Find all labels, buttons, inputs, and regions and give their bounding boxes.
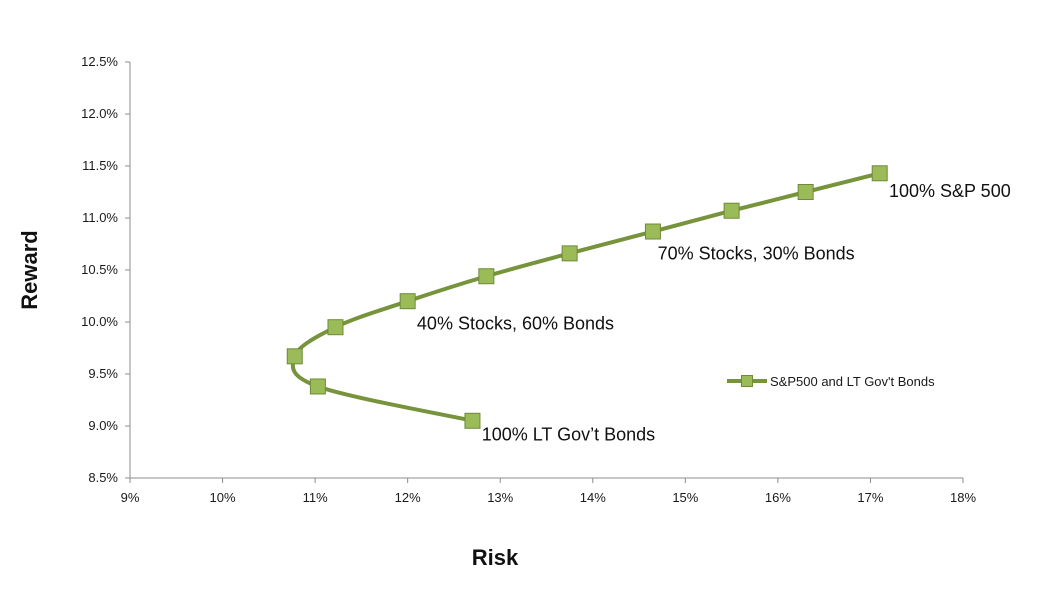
annotation-label: 100% LT Gov’t Bonds [482, 425, 655, 445]
x-tick-label: 18% [950, 490, 976, 505]
data-point-marker [309, 378, 326, 395]
x-axis-title: Risk [472, 545, 519, 570]
x-tick-label: 13% [487, 490, 513, 505]
annotation-label: 70% Stocks, 30% Bonds [658, 244, 855, 264]
data-point-marker [723, 202, 740, 219]
x-tick-label: 9% [121, 490, 140, 505]
plot-area [286, 165, 888, 429]
data-point-marker [464, 412, 481, 429]
data-point-marker [399, 293, 416, 310]
data-point-marker [797, 184, 814, 200]
y-tick-label: 11.0% [82, 210, 118, 225]
y-tick-label: 12.0% [81, 106, 118, 121]
annotation-label: 100% S&P 500 [889, 181, 1011, 201]
annotations: 100% S&P 500 70% Stocks, 30% Bonds 40% Sto… [417, 181, 1011, 444]
x-tick-label: 11% [303, 490, 328, 505]
data-point-marker [327, 319, 344, 336]
y-tick-label: 11.5% [82, 158, 118, 173]
x-tick-label: 14% [580, 490, 606, 505]
data-point-marker [561, 245, 578, 262]
data-point-marker [871, 165, 888, 182]
y-tick-label: 8.5% [88, 470, 118, 485]
x-axis-ticks: 9% 10% 11% 12% 13% 14% 15% 16% 17% 18% [121, 478, 976, 505]
y-tick-label: 10.5% [81, 262, 118, 277]
y-tick-label: 9.0% [88, 418, 118, 433]
y-tick-label: 9.5% [88, 366, 118, 381]
legend-label: S&P500 and LT Gov't Bonds [770, 374, 935, 389]
y-tick-label: 12.5% [81, 54, 118, 69]
data-point-marker [644, 223, 661, 240]
y-axis-ticks: 8.5% 9.0% 9.5% 10.0% 10.5% 11.0% 11.5% 12.0% 12.… [81, 54, 130, 485]
x-tick-label: 12% [395, 490, 421, 505]
y-tick-label: 10.0% [81, 314, 118, 329]
x-tick-label: 15% [672, 490, 698, 505]
data-point-marker [286, 348, 303, 365]
x-tick-label: 16% [765, 490, 791, 505]
annotation-label: 40% Stocks, 60% Bonds [417, 313, 614, 333]
y-axis-title: Reward [17, 230, 42, 309]
x-tick-label: 10% [210, 490, 236, 505]
legend-marker-swatch [741, 375, 753, 387]
data-point-marker [478, 268, 495, 285]
legend: S&P500 and LT Gov't Bonds [727, 374, 935, 389]
x-tick-label: 17% [857, 490, 883, 505]
